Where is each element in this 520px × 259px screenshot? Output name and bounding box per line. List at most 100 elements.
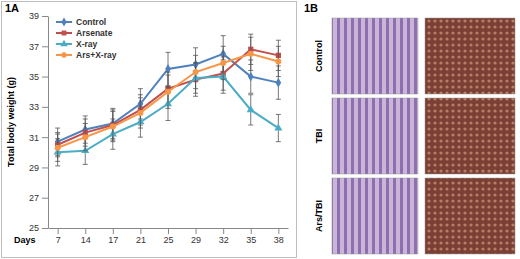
x-tick-label: 29	[191, 235, 201, 245]
error-cap	[138, 128, 143, 129]
y-tick-mark	[42, 137, 48, 138]
legend-marker	[61, 52, 67, 58]
error-cap	[166, 108, 171, 109]
x-tick: 25	[163, 228, 173, 245]
error-cap	[110, 109, 115, 110]
histology-image	[332, 178, 418, 254]
error-cap	[276, 141, 281, 142]
error-cap	[248, 125, 253, 126]
legend-label: Arsenate	[76, 28, 113, 38]
error-cap	[83, 164, 88, 165]
error-cap	[193, 55, 198, 56]
error-cap	[193, 96, 198, 97]
error-cap	[110, 141, 115, 142]
error-cap	[166, 72, 171, 73]
histology-image	[332, 98, 418, 174]
error-cap	[248, 94, 253, 95]
error-cap	[166, 75, 171, 76]
chart-title: 1A	[5, 2, 19, 14]
x-tick: 38	[274, 228, 284, 245]
y-tick: 37	[29, 42, 48, 52]
x-tick-mark	[251, 228, 252, 234]
point	[165, 89, 171, 95]
error-cap	[83, 123, 88, 124]
series	[55, 37, 282, 161]
error-cap	[276, 99, 281, 100]
x-tick-mark	[140, 228, 141, 234]
series-line	[58, 54, 279, 142]
y-tick: 33	[29, 102, 48, 112]
point	[248, 51, 254, 57]
y-tick-label: 35	[29, 72, 39, 82]
legend-label: Control	[76, 17, 106, 27]
row-label: Ars/TBI	[314, 200, 324, 232]
error-cap	[221, 79, 226, 80]
histology-image	[425, 178, 515, 254]
y-tick: 29	[29, 163, 48, 173]
x-tick: 14	[81, 228, 91, 245]
point	[248, 72, 254, 82]
x-tick-mark	[223, 228, 224, 234]
x-tick-label: 32	[219, 235, 229, 245]
y-tick-mark	[42, 46, 48, 47]
error-bar	[248, 37, 253, 70]
y-tick: 31	[29, 133, 48, 143]
error-cap	[110, 149, 115, 150]
error-cap	[193, 47, 198, 48]
figure: 1A252729313335373971417212529323538DaysT…	[0, 0, 520, 259]
x-tick: 32	[219, 228, 229, 245]
error-cap	[276, 46, 281, 47]
error-cap	[83, 150, 88, 151]
legend-label: X-ray	[76, 39, 98, 49]
error-cap	[193, 88, 198, 89]
x-tick-mark	[168, 228, 169, 234]
y-tick: 25	[29, 223, 48, 233]
error-cap	[276, 114, 281, 115]
error-bar	[166, 75, 171, 108]
error-cap	[138, 137, 143, 138]
y-tick-mark	[42, 167, 48, 168]
point	[274, 123, 282, 130]
y-tick-mark	[42, 16, 48, 17]
point	[82, 134, 88, 140]
point	[110, 124, 116, 130]
y-tick: 39	[29, 11, 48, 21]
x-axis-title: Days	[14, 235, 36, 245]
plot-area	[54, 34, 283, 166]
x-tick-mark	[196, 228, 197, 234]
error-cap	[248, 34, 253, 35]
y-tick-label: 31	[29, 133, 39, 143]
x-tick-mark	[58, 228, 59, 234]
series	[54, 60, 283, 166]
x-tick-label: 25	[163, 235, 173, 245]
x-tick-label: 21	[136, 235, 146, 245]
error-cap	[193, 93, 198, 94]
error-cap	[83, 118, 88, 119]
error-bar	[221, 46, 226, 79]
histology-image	[425, 18, 515, 94]
x-axis: 71417212529323538	[49, 228, 289, 245]
point	[55, 145, 61, 151]
error-bar	[193, 55, 198, 88]
histology-image	[425, 98, 515, 174]
error-cap	[166, 52, 171, 53]
error-bar	[110, 111, 115, 141]
y-axis: 25 27 29 31 33 35 37 39	[29, 11, 49, 233]
series-line	[58, 54, 279, 148]
error-cap	[138, 88, 143, 89]
x-tick: 29	[191, 228, 201, 245]
legend: ControlArsenateX-rayArs+X-ray	[56, 17, 117, 60]
y-tick-label: 33	[29, 102, 39, 112]
series	[55, 34, 281, 157]
legend-label: Ars+X-ray	[76, 50, 117, 60]
y-tick-mark	[42, 198, 48, 199]
y-axis-line	[48, 17, 49, 229]
y-tick-mark	[42, 228, 48, 229]
error-cap	[110, 108, 115, 109]
error-cap	[276, 40, 281, 41]
error-bar	[138, 98, 143, 128]
x-tick-label: 17	[108, 235, 118, 245]
x-tick-label: 35	[246, 235, 256, 245]
y-tick: 27	[29, 193, 48, 203]
panel-frame	[2, 2, 297, 258]
